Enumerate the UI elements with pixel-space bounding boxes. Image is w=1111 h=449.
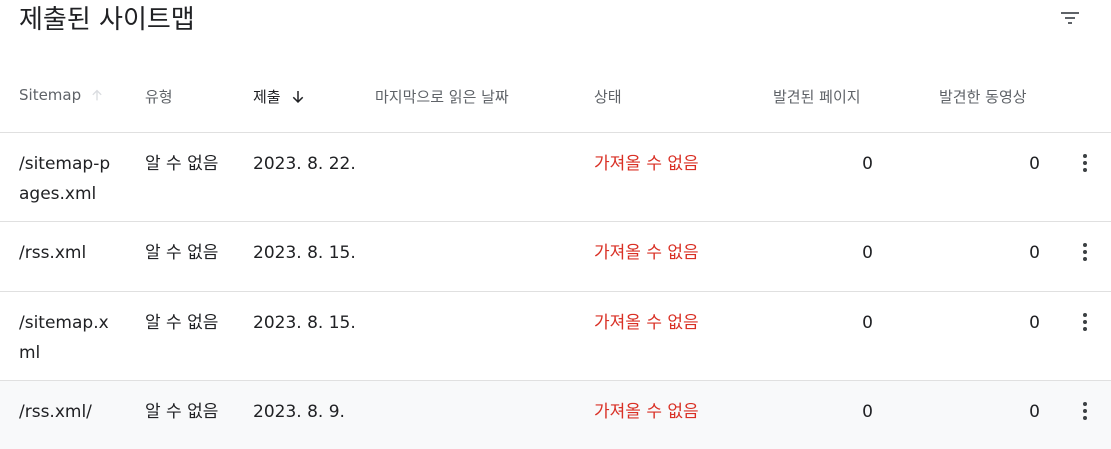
column-header-last-read[interactable]: 마지막으로 읽은 날짜 [375,86,509,107]
discovered-pages-count: 0 [862,154,873,174]
sitemap-type: 알 수 없음 [145,402,219,422]
sitemap-path[interactable]: /sitemap.xml [19,313,109,363]
table-row[interactable]: /rss.xml 알 수 없음 2023. 8. 15. 가져올 수 없음 0 … [0,222,1111,292]
arrow-down-icon [289,88,307,106]
row-menu-button[interactable] [1071,310,1099,338]
sitemap-type: 알 수 없음 [145,243,219,263]
column-header-label: Sitemap [19,86,82,104]
row-menu-button[interactable] [1071,151,1099,179]
row-menu-button[interactable] [1071,399,1099,427]
status-text: 가져올 수 없음 [594,402,699,422]
submitted-date: 2023. 8. 15. [253,243,356,263]
discovered-videos-count: 0 [1029,402,1040,422]
filter-list-icon [1058,6,1082,34]
sitemap-path[interactable]: /sitemap-pages.xml [19,154,111,204]
status-text: 가져올 수 없음 [594,154,699,174]
column-header-label: 제출 [253,88,281,106]
submitted-date: 2023. 8. 15. [253,313,356,333]
sitemap-type: 알 수 없음 [145,313,219,333]
column-header-label: 발견한 동영상 [939,88,1027,106]
table-header: Sitemap 유형 제출 마지막으로 읽은 날짜 상태 발견된 페 [0,62,1111,133]
discovered-pages-count: 0 [862,402,873,422]
discovered-videos-count: 0 [1029,313,1040,333]
more-vert-icon [1073,310,1097,338]
column-header-discovered-pages[interactable]: 발견된 페이지 [773,86,861,107]
more-vert-icon [1073,240,1097,268]
sitemap-path[interactable]: /rss.xml/ [19,402,92,422]
column-header-label: 상태 [594,88,622,106]
column-header-label: 마지막으로 읽은 날짜 [375,88,509,106]
row-menu-button[interactable] [1071,240,1099,268]
table-row[interactable]: /rss.xml/ 알 수 없음 2023. 8. 9. 가져올 수 없음 0 … [0,381,1111,449]
column-header-status[interactable]: 상태 [594,86,622,107]
submitted-date: 2023. 8. 9. [253,402,345,422]
discovered-videos-count: 0 [1029,154,1040,174]
status-text: 가져올 수 없음 [594,313,699,333]
column-header-discovered-videos[interactable]: 발견한 동영상 [939,86,1027,107]
column-header-sitemap[interactable]: Sitemap [19,86,105,104]
column-header-label: 발견된 페이지 [773,88,861,106]
discovered-videos-count: 0 [1029,243,1040,263]
table-row[interactable]: /sitemap.xml 알 수 없음 2023. 8. 15. 가져올 수 없… [0,292,1111,381]
discovered-pages-count: 0 [862,313,873,333]
arrow-up-icon [89,87,105,103]
discovered-pages-count: 0 [862,243,873,263]
submitted-date: 2023. 8. 22. [253,154,356,174]
column-header-label: 유형 [145,88,173,106]
filter-button[interactable] [1050,4,1090,36]
status-text: 가져올 수 없음 [594,243,699,263]
sitemap-path[interactable]: /rss.xml [19,243,87,263]
table-row[interactable]: /sitemap-pages.xml 알 수 없음 2023. 8. 22. 가… [0,133,1111,222]
more-vert-icon [1073,151,1097,179]
more-vert-icon [1073,399,1097,427]
column-header-submitted[interactable]: 제출 [253,86,307,107]
column-header-type[interactable]: 유형 [145,86,173,107]
sitemap-type: 알 수 없음 [145,154,219,174]
page-title: 제출된 사이트맵 [19,5,195,35]
